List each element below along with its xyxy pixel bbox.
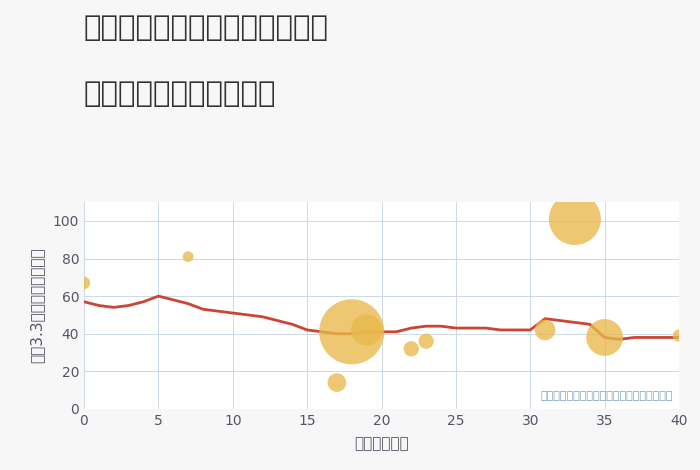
Point xyxy=(540,326,551,334)
Point xyxy=(569,215,580,223)
X-axis label: 築年数（年）: 築年数（年） xyxy=(354,436,409,451)
Text: 兵庫県姫路市大津区勘兵衛町の: 兵庫県姫路市大津区勘兵衛町の xyxy=(84,14,329,42)
Point xyxy=(673,332,685,339)
Y-axis label: 坪（3.3㎡）単価（万円）: 坪（3.3㎡）単価（万円） xyxy=(29,248,44,363)
Point xyxy=(78,279,90,287)
Point xyxy=(599,334,610,341)
Point xyxy=(183,253,194,260)
Text: 築年数別中古戸建て価格: 築年数別中古戸建て価格 xyxy=(84,80,276,108)
Point xyxy=(346,328,357,336)
Point xyxy=(331,379,342,386)
Text: 円の大きさは、取引のあった物件面積を示す: 円の大きさは、取引のあった物件面積を示す xyxy=(540,391,673,400)
Point xyxy=(361,326,372,334)
Point xyxy=(406,345,417,352)
Point xyxy=(421,337,432,345)
